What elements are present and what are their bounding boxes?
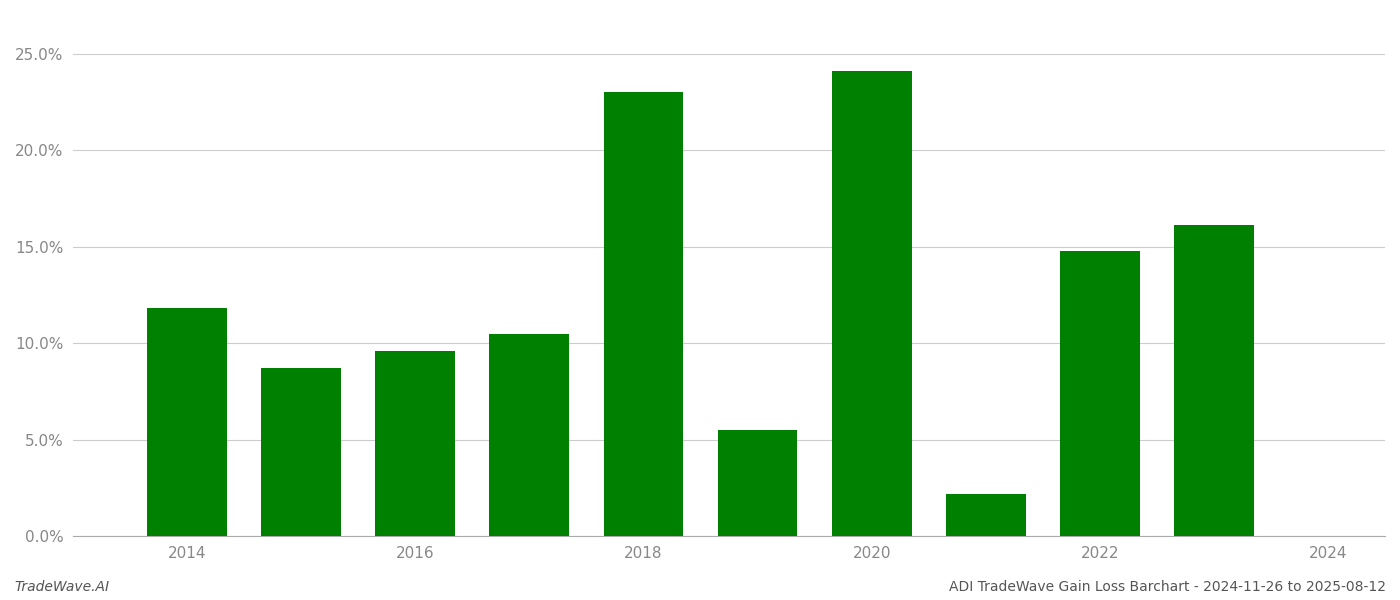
Text: TradeWave.AI: TradeWave.AI xyxy=(14,580,109,594)
Bar xyxy=(375,351,455,536)
Bar xyxy=(1175,226,1254,536)
Bar xyxy=(603,92,683,536)
Bar xyxy=(490,334,570,536)
Bar xyxy=(946,494,1026,536)
Bar xyxy=(718,430,798,536)
Bar xyxy=(832,71,911,536)
Bar xyxy=(147,308,227,536)
Text: ADI TradeWave Gain Loss Barchart - 2024-11-26 to 2025-08-12: ADI TradeWave Gain Loss Barchart - 2024-… xyxy=(949,580,1386,594)
Bar xyxy=(1060,251,1140,536)
Bar xyxy=(262,368,342,536)
